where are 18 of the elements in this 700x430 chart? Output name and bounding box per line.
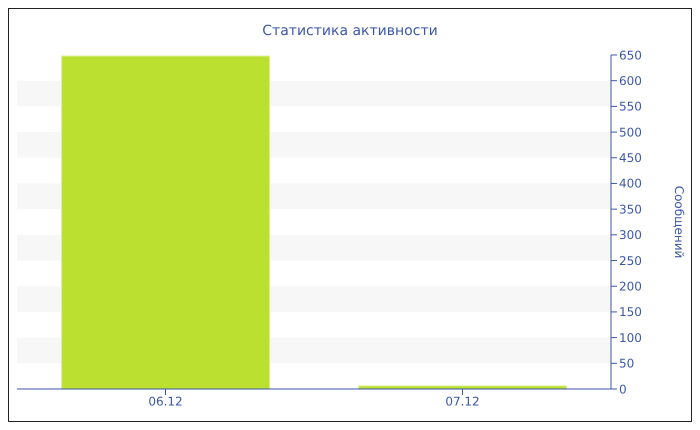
y-tick-label: 600 [619, 74, 642, 88]
x-tick-label: 06.12 [148, 394, 183, 409]
y-tick-label: 100 [619, 330, 642, 345]
y-tick-label: 150 [619, 305, 642, 320]
y-tick-label: 400 [619, 176, 642, 191]
y-tick-label: 650 [619, 48, 642, 62]
y-tick-label: 500 [619, 125, 642, 140]
y-tick-label: 300 [619, 228, 642, 242]
y-tick-label: 50 [619, 356, 634, 371]
y-tick-label: 200 [619, 279, 642, 294]
y-tick-label: 250 [619, 254, 642, 268]
y-tick-label: 550 [619, 100, 642, 114]
y-axis-title: Сообщений [672, 186, 686, 258]
chart-title: Статистика активности [261, 22, 439, 41]
y-tick-label: 450 [619, 151, 642, 166]
y-tick-label: 0 [619, 382, 627, 396]
y-tick-label: 350 [619, 202, 642, 216]
x-tick-label: 07.12 [445, 394, 480, 409]
